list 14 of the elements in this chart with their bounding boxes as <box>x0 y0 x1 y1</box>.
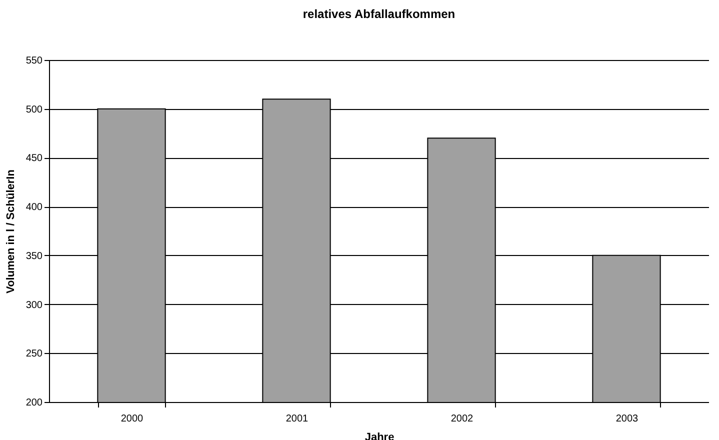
y-tick-label: 300 <box>26 300 43 311</box>
y-tick-label: 450 <box>26 153 43 164</box>
x-tick-label: 2001 <box>286 414 309 424</box>
chart-title: relatives Abfallaufkommen <box>302 7 456 21</box>
y-tick-label: 200 <box>26 398 43 408</box>
y-tick-label: 500 <box>26 104 43 116</box>
y-tick-label: 350 <box>26 250 43 262</box>
x-tick-label: 2000 <box>120 414 144 424</box>
x-tick-label: 2002 <box>450 414 474 424</box>
y-tick-label: 400 <box>26 202 43 214</box>
y-tick-label: 250 <box>26 348 43 360</box>
y-axis-title: Volumen in l / SchülerIn <box>4 169 17 294</box>
y-tick-label: 550 <box>26 56 43 66</box>
x-tick-label: 2003 <box>616 414 639 424</box>
